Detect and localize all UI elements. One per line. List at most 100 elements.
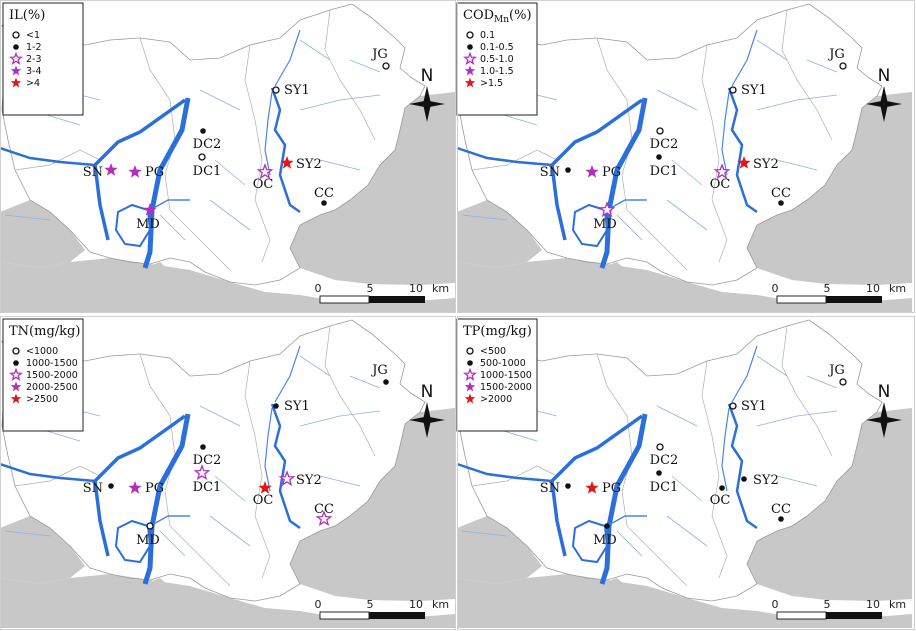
legend-label: 2000-2500 — [26, 382, 78, 393]
scale-tick-label: 10 — [866, 598, 880, 611]
site-label: SY2 — [753, 473, 779, 488]
north-label: N — [878, 66, 891, 86]
legend-label: 0.1 — [480, 30, 495, 41]
site-sy2: SY2 — [741, 473, 779, 488]
scale-bar: 0 5 10 km — [772, 282, 906, 304]
scale-tick-label: 10 — [409, 282, 423, 295]
site-dc1: DC1 — [650, 470, 678, 495]
site-marker — [741, 476, 747, 482]
legend-symbol — [467, 44, 473, 50]
legend-symbol — [466, 31, 474, 39]
site-md: MD — [136, 522, 160, 548]
legend-title: CODMn(%) — [463, 8, 532, 25]
site-marker — [200, 128, 206, 134]
site-marker — [585, 481, 599, 494]
legend-item: 0.1 — [466, 30, 495, 41]
site-label: MD — [136, 217, 160, 232]
legend-label: 3-4 — [26, 66, 42, 77]
panel-border — [457, 316, 915, 630]
site-label: CC — [771, 502, 791, 517]
site-label: CC — [314, 186, 334, 201]
site-marker — [104, 163, 118, 176]
legend-label: 2-3 — [26, 54, 42, 65]
north-label: N — [421, 66, 434, 86]
site-marker — [604, 523, 610, 529]
legend-item: 1-2 — [13, 42, 42, 53]
scale-unit-label: km — [432, 282, 449, 295]
site-label: SY2 — [753, 157, 779, 172]
site-marker — [258, 481, 272, 494]
legend-label: 1.0-1.5 — [480, 66, 514, 77]
site-label: DC1 — [650, 164, 679, 179]
site-label: DC2 — [650, 453, 679, 468]
scale-tick-label: 5 — [824, 598, 831, 611]
site-marker — [273, 403, 279, 409]
legend-item: >2000 — [464, 393, 512, 405]
site-label: DC1 — [193, 164, 222, 179]
scale-unit-label: km — [889, 282, 906, 295]
north-arrow-icon — [409, 402, 445, 438]
site-marker — [778, 200, 784, 206]
legend-label: >2000 — [480, 394, 512, 405]
scale-tick-label: 0 — [772, 598, 779, 611]
site-sy1: SY1 — [729, 399, 767, 414]
north-arrow-icon — [409, 86, 445, 122]
site-marker — [128, 481, 142, 494]
site-pg: PG — [128, 481, 164, 496]
site-label: JG — [370, 363, 388, 378]
north-label: N — [421, 382, 434, 402]
site-marker — [383, 379, 389, 385]
site-label: OC — [253, 177, 274, 192]
legend-symbol — [464, 65, 476, 76]
site-label: SN — [83, 481, 103, 496]
legend-item: 2000-2500 — [10, 381, 78, 393]
site-marker — [280, 156, 294, 169]
north-arrow-icon — [866, 402, 902, 438]
site-md: MD — [593, 523, 617, 548]
site-marker — [656, 443, 664, 451]
site-label: SN — [540, 481, 560, 496]
legend-title: TP(mg/kg) — [463, 324, 532, 339]
site-label: DC1 — [193, 480, 222, 495]
legend: TP(mg/kg) <500500-10001000-15001500-2000>… — [456, 318, 538, 432]
legend-item: 1000-1500 — [463, 367, 532, 381]
site-label: SY1 — [741, 83, 767, 98]
site-marker — [278, 470, 296, 487]
site-jg: JG — [827, 363, 847, 386]
site-sy1: SY1 — [273, 399, 310, 414]
site-marker — [198, 153, 206, 161]
site-marker — [729, 86, 737, 94]
scale-bar: 0 5 10 km — [315, 598, 449, 620]
site-marker — [713, 163, 731, 180]
site-pg: PG — [585, 165, 621, 180]
site-sn: SN — [83, 163, 118, 180]
site-jg: JG — [370, 363, 389, 385]
site-cc: CC — [314, 186, 334, 206]
legend-label: 1000-1500 — [26, 358, 78, 369]
site-label: JG — [827, 47, 845, 62]
legend-label: <500 — [480, 346, 506, 357]
legend-label: 500-1000 — [480, 358, 526, 369]
site-marker — [839, 62, 847, 70]
legend-symbol — [463, 367, 477, 381]
site-label: OC — [710, 493, 731, 508]
site-label: SY1 — [284, 83, 310, 98]
site-marker — [839, 378, 847, 386]
legend-symbol — [9, 367, 23, 381]
site-sn: SN — [540, 481, 571, 496]
site-label: SY1 — [284, 399, 310, 414]
legend-symbol — [13, 360, 19, 366]
site-marker — [585, 165, 599, 178]
legend-label: >4 — [26, 78, 40, 89]
legend-symbol — [463, 51, 477, 65]
legend-item: 1500-2000 — [9, 367, 78, 381]
site-label: CC — [771, 186, 791, 201]
north-label: N — [878, 382, 891, 402]
site-oc: OC — [710, 163, 731, 192]
site-sy2: SY2 — [278, 470, 322, 488]
site-md: MD — [136, 203, 160, 232]
legend-label: >2500 — [26, 394, 58, 405]
legend-symbol — [10, 65, 22, 76]
site-dc1: DC1 — [193, 464, 222, 495]
